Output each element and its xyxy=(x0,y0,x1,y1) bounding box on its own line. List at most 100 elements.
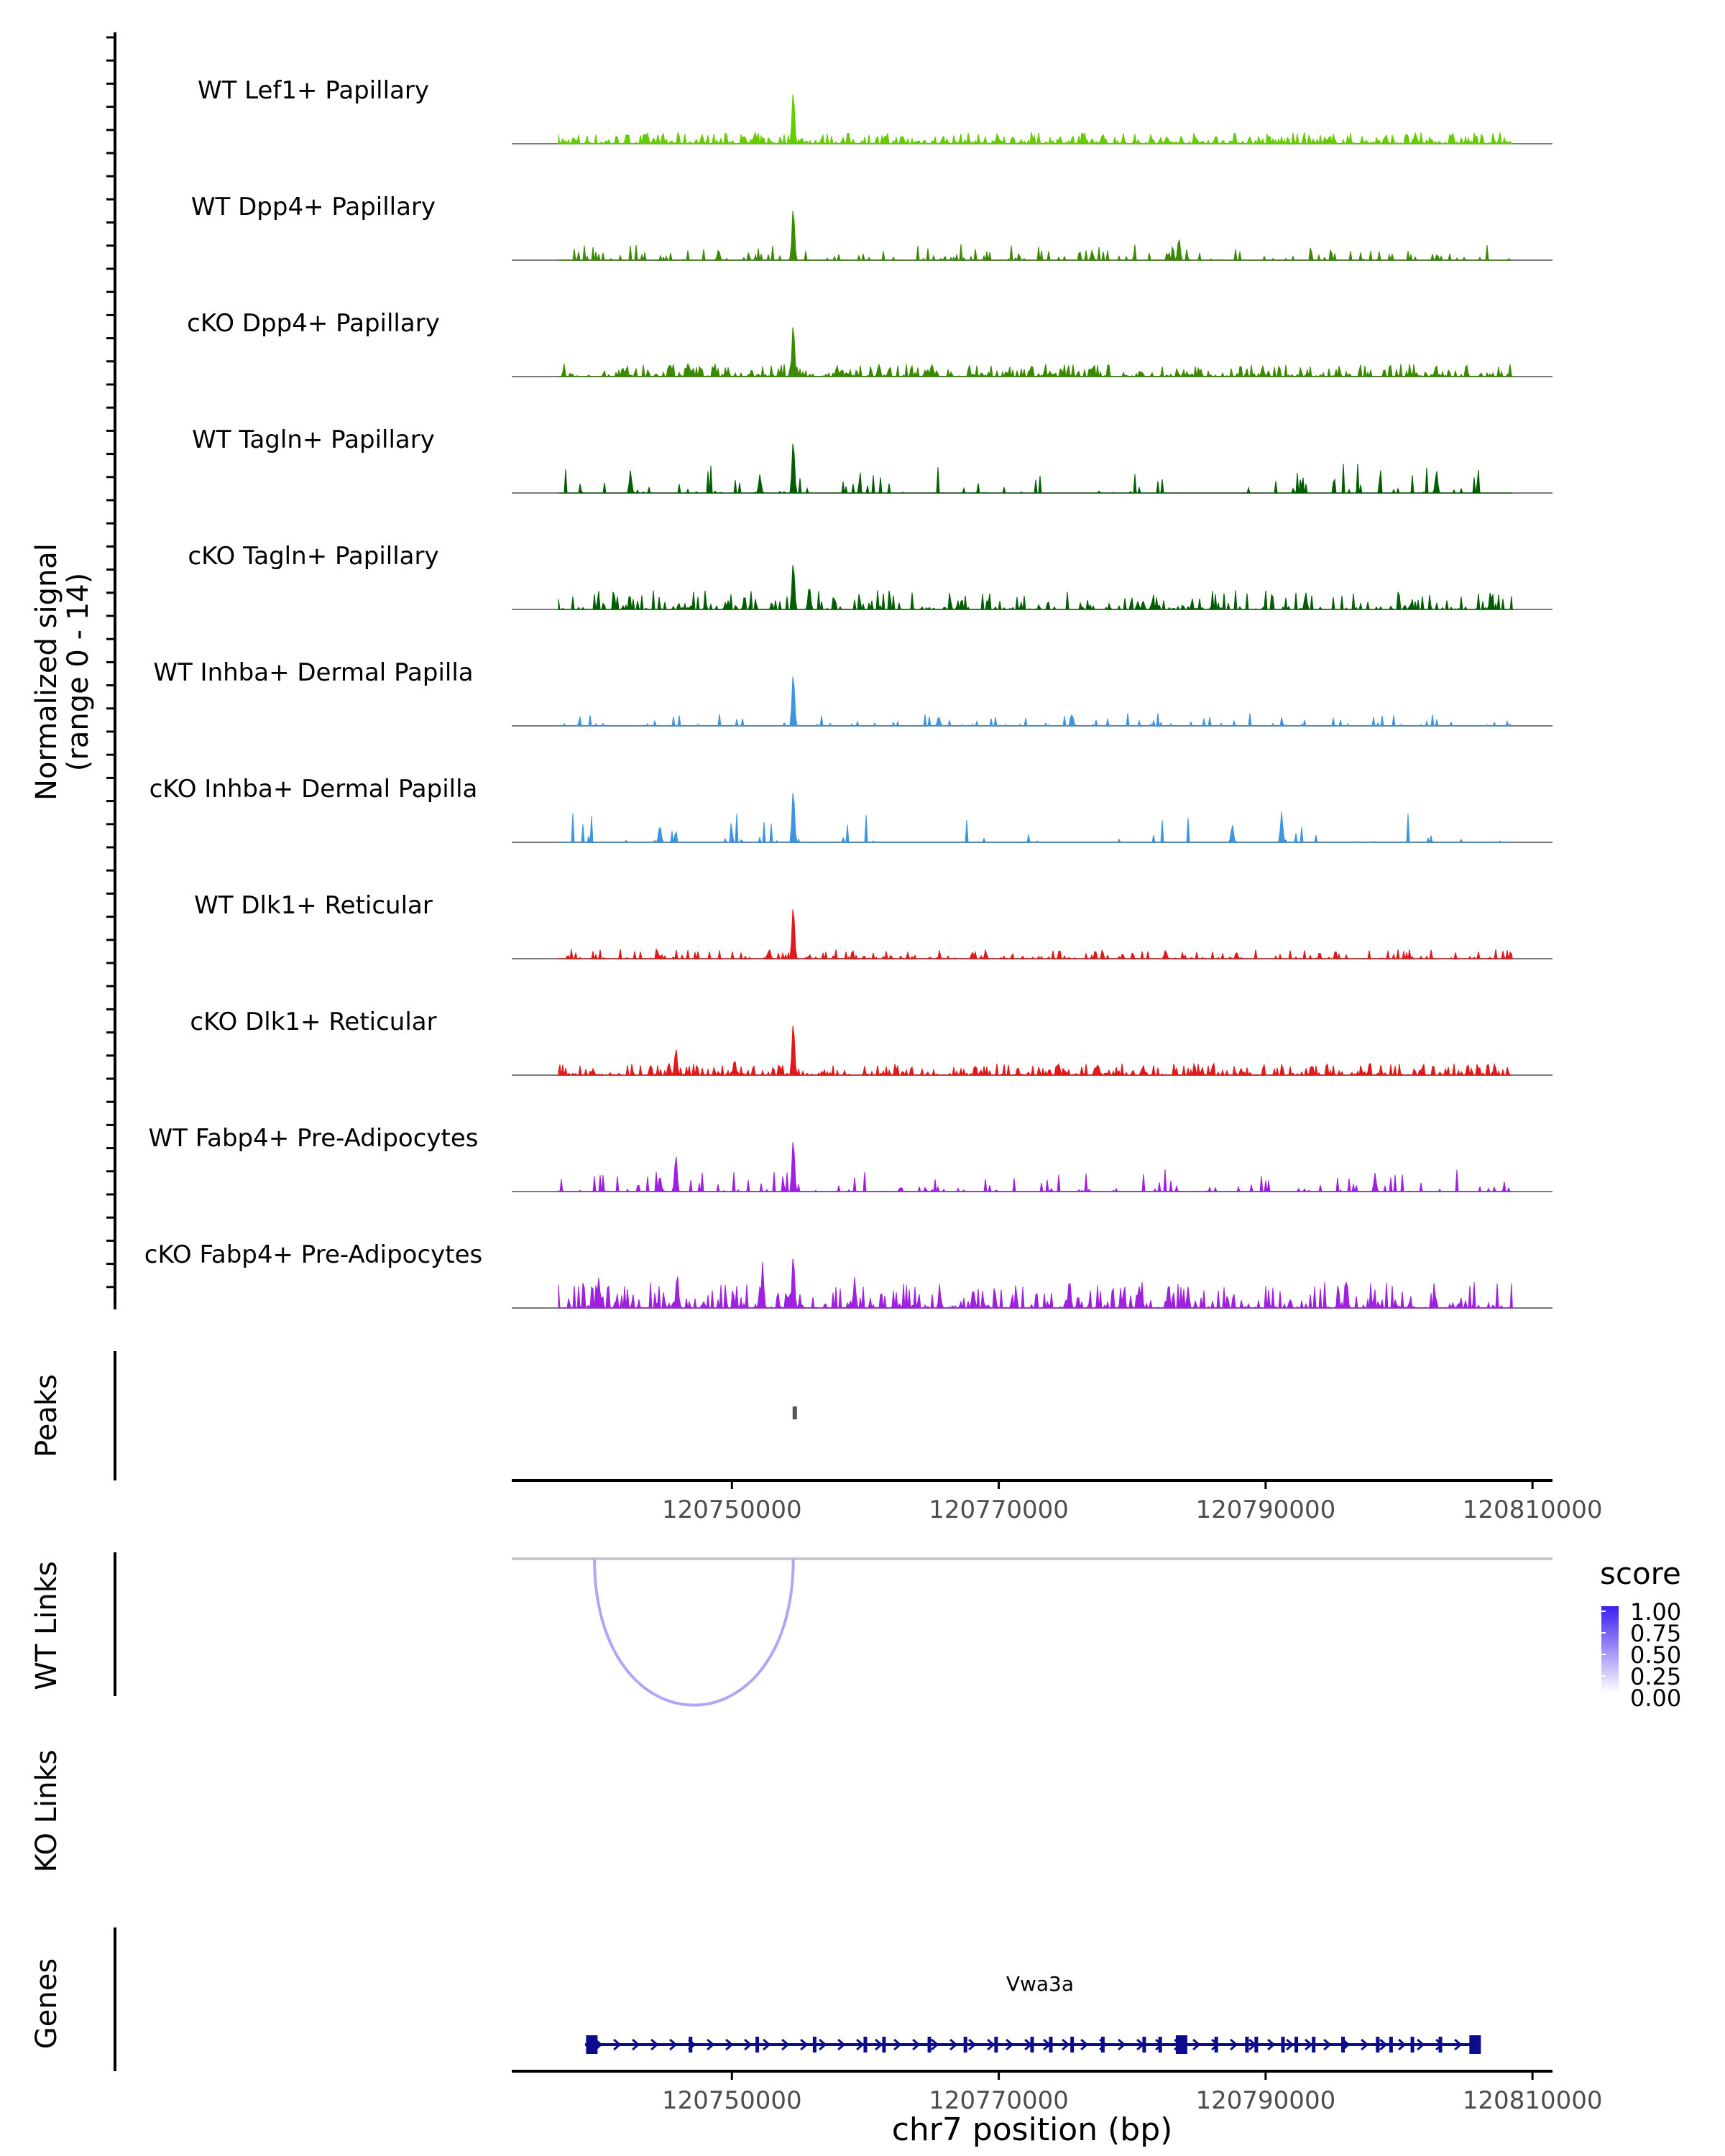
legend-label: 0.50 xyxy=(1630,1641,1681,1669)
strand-arrow xyxy=(1267,2038,1276,2051)
x-axis-bottom: 120750000 120770000 120790000 120810000 xyxy=(662,2071,1602,2115)
score-legend-labels: 1.000.750.500.250.00 xyxy=(1601,1598,1681,1712)
exon xyxy=(1049,2037,1053,2053)
strand-arrow xyxy=(1062,2038,1070,2051)
strand-arrow xyxy=(1006,2038,1014,2051)
exon xyxy=(863,2037,868,2053)
strand-arrow xyxy=(1286,2038,1294,2051)
strand-arrow xyxy=(912,2038,921,2051)
strand-arrow xyxy=(781,2038,790,2051)
strand-arrow xyxy=(1379,2038,1388,2051)
strand-arrow xyxy=(632,2038,640,2051)
coverage-signal xyxy=(558,443,1513,494)
coverage-track: WT Fabp4+ Pre-Adipocytes xyxy=(149,1124,1552,1193)
exon xyxy=(994,2037,998,2053)
strand-arrow xyxy=(1192,2038,1201,2051)
exon xyxy=(1294,2037,1299,2053)
score-legend-title: score xyxy=(1600,1556,1681,1591)
track-label: cKO Dlk1+ Reticular xyxy=(190,1008,436,1036)
exon xyxy=(1376,2037,1380,2053)
exon xyxy=(927,2037,932,2053)
exon xyxy=(1142,2037,1146,2053)
wt-links-arcs xyxy=(593,1558,795,1707)
track-label: WT Fabp4+ Pre-Adipocytes xyxy=(149,1124,479,1153)
strand-arrow xyxy=(650,2038,659,2051)
x-tick-label: 120790000 xyxy=(1196,2086,1336,2115)
strand-arrow xyxy=(1118,2038,1126,2051)
coverage-tracks: WT Lef1+ Papillary WT Dpp4+ Papillary cKO … xyxy=(144,76,1552,1309)
exon xyxy=(1158,2037,1162,2053)
track-label: WT Dpp4+ Papillary xyxy=(191,193,436,221)
x-tick-label: 120750000 xyxy=(662,2086,802,2115)
peaks-panel: Peaks 120750000 120770000 120790000 1208100… xyxy=(30,1351,1602,1524)
track-label: WT Lef1+ Papillary xyxy=(198,76,429,105)
wt-links-label: WT Links xyxy=(30,1561,63,1690)
x-tick-label: 120750000 xyxy=(662,1496,802,1524)
exon xyxy=(1469,2035,1481,2054)
coverage-track: WT Dpp4+ Papillary xyxy=(191,193,1552,262)
strand-arrow xyxy=(763,2038,771,2051)
coverage-signal xyxy=(558,1258,1513,1309)
strand-arrow xyxy=(1398,2038,1407,2051)
legend-label: 0.25 xyxy=(1630,1663,1681,1690)
exon xyxy=(882,2037,886,2053)
exon xyxy=(586,2035,598,2054)
strand-arrow xyxy=(856,2038,865,2051)
coverage-track: WT Inhba+ Dermal Papilla xyxy=(153,658,1552,727)
coverage-signal xyxy=(558,211,1513,262)
coverage-track: WT Tagln+ Papillary xyxy=(192,425,1552,494)
exon xyxy=(1214,2037,1218,2053)
exon xyxy=(1100,2037,1105,2053)
coverage-signal xyxy=(558,676,1513,727)
strand-arrow xyxy=(1230,2038,1238,2051)
exon xyxy=(1254,2037,1259,2053)
exon xyxy=(1281,2037,1285,2053)
exon xyxy=(755,2037,760,2053)
x-tick-label: 120770000 xyxy=(929,2086,1069,2115)
peak-marks xyxy=(792,1406,797,1419)
coverage-ylabel-line1: Normalized signal xyxy=(30,543,63,801)
coverage-track: WT Lef1+ Papillary xyxy=(198,76,1552,145)
strand-arrow xyxy=(707,2038,715,2051)
wt-links-panel: WT Links xyxy=(30,1552,1552,1707)
track-label: cKO Fabp4+ Pre-Adipocytes xyxy=(144,1240,483,1269)
gene-model: Vwa3a xyxy=(585,1972,1481,2054)
exon xyxy=(1312,2037,1316,2053)
coverage-signal xyxy=(558,1026,1513,1077)
strand-arrow xyxy=(837,2038,846,2051)
legend-label: 0.00 xyxy=(1630,1685,1681,1712)
strand-arrow xyxy=(744,2038,753,2051)
strand-arrow xyxy=(613,2038,622,2051)
track-label: WT Tagln+ Papillary xyxy=(192,425,435,454)
peak-mark xyxy=(792,1406,797,1419)
strand-arrow xyxy=(949,2038,958,2051)
strand-arrow xyxy=(1417,2038,1425,2051)
exon xyxy=(1410,2037,1414,2053)
exon xyxy=(963,2037,967,2053)
legend-label: 0.75 xyxy=(1630,1620,1681,1647)
coverage-signal xyxy=(558,909,1513,960)
exon xyxy=(1389,2037,1393,2053)
coverage-track: cKO Dlk1+ Reticular xyxy=(190,1008,1552,1077)
strand-arrow xyxy=(800,2038,809,2051)
exon xyxy=(1438,2037,1443,2053)
strand-arrow xyxy=(893,2038,902,2051)
strand-arrow xyxy=(1080,2038,1089,2051)
strand-arrow xyxy=(875,2038,883,2051)
genes-label: Genes xyxy=(30,1958,63,2049)
exon xyxy=(1030,2037,1034,2053)
exon xyxy=(812,2037,816,2053)
coverage-signal xyxy=(558,94,1513,145)
exon xyxy=(1341,2037,1346,2053)
exon xyxy=(1070,2037,1075,2053)
track-label: cKO Dpp4+ Papillary xyxy=(187,309,440,338)
exon xyxy=(689,2037,693,2053)
coverage-ylabel-line2: (range 0 - 14) xyxy=(62,573,95,771)
gene-name: Vwa3a xyxy=(1006,1972,1074,1996)
ko-links-label: KO Links xyxy=(30,1750,63,1873)
ko-links-panel: KO Links xyxy=(30,1750,63,1873)
strand-arrow xyxy=(725,2038,734,2051)
x-tick-label: 120810000 xyxy=(1463,1496,1603,1524)
coverage-track: cKO Inhba+ Dermal Papilla xyxy=(150,775,1552,844)
